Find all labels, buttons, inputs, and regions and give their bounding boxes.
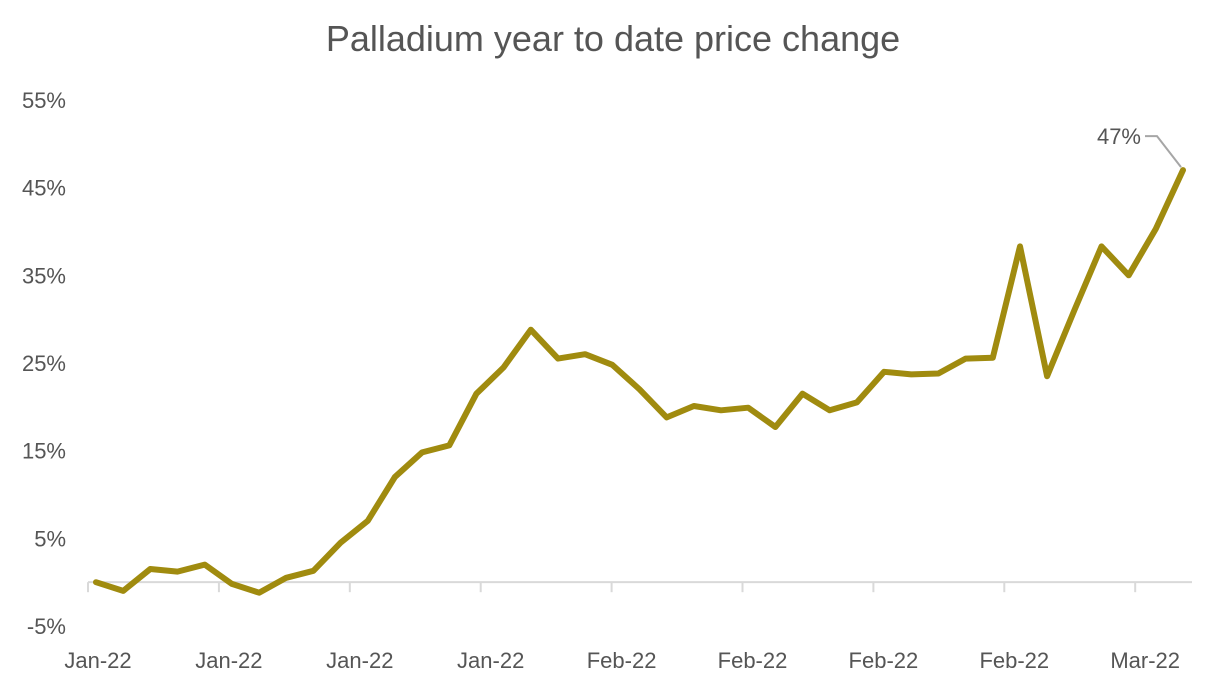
annotation-label: 47% (1097, 124, 1141, 149)
y-tick-label: 25% (22, 351, 66, 376)
x-axis: Jan-22 Jan-22 Jan-22 Jan-22 Feb-22 Feb-22 Feb-… (64, 581, 1192, 673)
x-tick-label: Feb-22 (718, 648, 788, 673)
x-tick-label: Jan-22 (64, 648, 131, 673)
x-tick-label: Jan-22 (326, 648, 393, 673)
x-tick-label: Jan-22 (195, 648, 262, 673)
annotation-layer: 47% (1097, 124, 1182, 168)
series-layer (93, 167, 1186, 596)
x-tick-label: Jan-22 (457, 648, 524, 673)
annotation-leader-line (1145, 135, 1182, 168)
y-tick-label: 55% (22, 88, 66, 113)
x-tick-label: Feb-22 (979, 648, 1049, 673)
x-tick-label: Mar-22 (1110, 648, 1180, 673)
x-tick-label: Feb-22 (587, 648, 657, 673)
x-tick-label: Feb-22 (849, 648, 919, 673)
chart-title: Palladium year to date price change (325, 18, 901, 59)
y-tick-label: -5% (27, 614, 66, 639)
y-tick-label: 5% (34, 526, 66, 551)
y-axis-ticks: -5% 5% 15% 25% 35% 45% 55% (22, 88, 66, 639)
series-line (93, 167, 1186, 596)
y-tick-label: 15% (22, 439, 66, 464)
y-tick-label: 35% (22, 263, 66, 288)
y-tick-label: 45% (22, 176, 66, 201)
